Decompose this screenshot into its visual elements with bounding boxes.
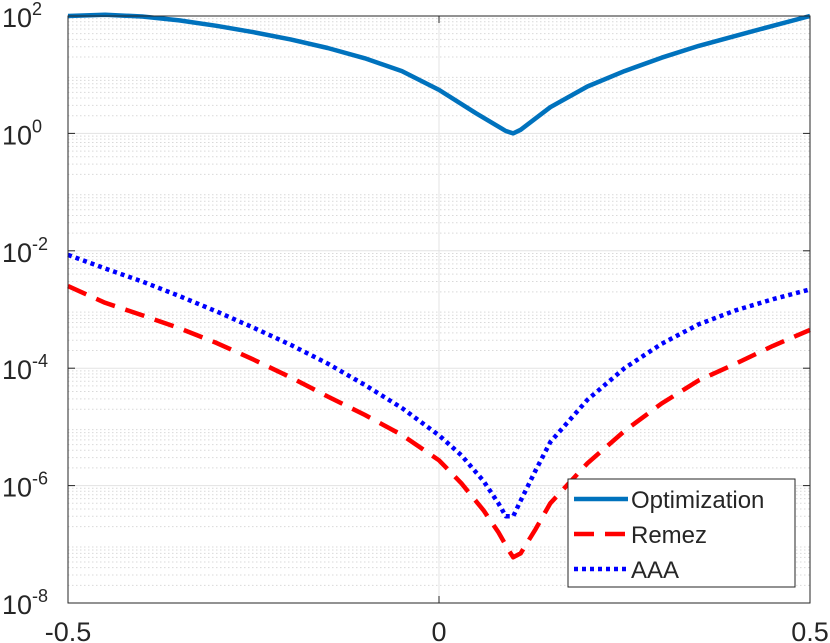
- x-tick-label: 0.5: [791, 617, 829, 643]
- tick-marks: [67, 15, 811, 604]
- legend-label-aaa: AAA: [631, 557, 679, 584]
- y-tick-label: 102: [2, 0, 42, 33]
- series-layer: [67, 12, 811, 560]
- y-tick-label: 10-8: [2, 586, 48, 620]
- y-tick-label: 10-4: [2, 351, 48, 385]
- legend-label-remez: Remez: [631, 522, 707, 549]
- legend-label-optimization: Optimization: [631, 487, 764, 514]
- y-tick-label: 10-6: [2, 469, 48, 503]
- y-tick-label: 100: [2, 116, 42, 150]
- x-tick-label: -0.5: [45, 617, 92, 643]
- series-optimization-line: [67, 12, 811, 136]
- series-aaa-line: [67, 252, 811, 519]
- legend: Optimization Remez AAA: [567, 478, 796, 588]
- series-remez-line: [67, 284, 811, 560]
- y-tick-label: 10-2: [2, 234, 48, 268]
- x-tick-label: 0: [431, 617, 446, 643]
